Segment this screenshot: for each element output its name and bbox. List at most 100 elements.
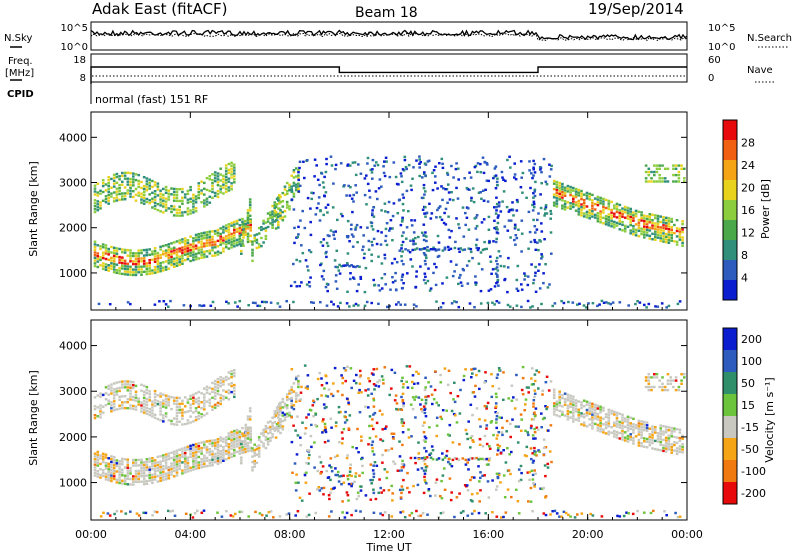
echo-cell [227,180,231,183]
echo-cell [181,414,184,417]
echo-cell [227,434,231,438]
echo-cell [170,210,173,214]
echo-cell [137,475,140,478]
echo-cell [495,415,499,418]
echo-cell [574,410,578,413]
echo-cell [118,255,121,259]
echo-cell [344,264,347,267]
echo-cell [623,224,627,228]
echo-cell [148,253,151,256]
echo-cell [200,201,203,204]
echo-cell [558,393,561,396]
echo-cell [153,184,157,187]
echo-cell [167,267,171,270]
echo-cell [431,248,435,251]
echo-cell [194,451,198,454]
echo-cell [467,247,471,250]
echo-cell [277,226,280,229]
echo-cell [634,426,638,430]
echo-cell [582,304,586,307]
echo-cell [191,516,195,519]
echo-cell [658,173,661,177]
echo-cell [407,428,410,431]
echo-cell [99,457,102,460]
echo-cell [434,494,437,497]
echo-cell [274,219,278,222]
echo-cell [129,469,132,472]
echo-cell [251,240,254,243]
echo-cell [96,406,100,409]
echo-cell [532,405,535,408]
echo-cell [511,201,514,204]
echo-cell [167,457,171,461]
echo-cell [610,211,613,214]
echo-cell [294,481,298,484]
echo-cell [645,223,649,226]
echo-cell [509,236,512,239]
echo-cell [173,514,177,517]
echo-cell [678,431,682,434]
echo-cell [435,401,438,404]
echo-cell [555,202,559,205]
echo-cell [312,399,315,402]
echo-cell [151,403,154,406]
echo-cell [548,283,551,286]
echo-cell [118,198,121,201]
echo-cell [371,168,374,171]
echo-cell [241,217,244,221]
echo-cell [219,240,222,244]
echo-cell [312,400,316,404]
echo-cell [164,400,168,403]
echo-cell [227,233,231,237]
echo-cell [618,217,622,220]
echo-cell [104,195,108,198]
echo-cell [413,456,417,460]
echo-cell [631,512,635,516]
echo-cell [352,200,355,203]
echo-cell [572,417,575,420]
echo-cell [390,262,394,265]
echo-cell [662,240,665,243]
echo-cell [533,389,537,392]
echo-cell [664,425,668,428]
echo-cell [629,424,632,428]
echo-cell [293,226,296,230]
echo-cell [569,207,572,210]
echo-cell [558,398,561,402]
echo-cell [216,178,220,181]
echo-cell [401,424,405,427]
echo-cell [599,411,602,414]
echo-cell [153,510,157,513]
echo-cell [248,220,252,223]
echo-cell [566,187,570,190]
echo-cell [318,489,322,492]
echo-cell [151,412,154,415]
echo-cell [456,395,460,398]
echo-cell [411,265,414,268]
echo-cell [159,210,162,213]
echo-cell [572,194,575,198]
echo-cell [493,206,496,209]
echo-cell [230,373,233,376]
echo-cell [390,387,393,390]
echo-cell [424,395,427,399]
echo-cell [632,442,635,445]
echo-cell [413,382,416,385]
echo-cell [240,462,243,465]
echo-cell [548,163,551,166]
echo-cell [164,303,168,306]
echo-cell [591,514,595,517]
echo-cell [507,397,510,400]
echo-cell [325,162,328,166]
echo-cell [591,210,594,213]
echo-cell [230,430,233,434]
echo-cell [172,396,176,399]
echo-cell [440,218,444,221]
echo-cell [183,396,187,399]
echo-cell [107,465,110,468]
echo-cell [219,455,222,458]
echo-cell [242,222,245,226]
echo-cell [681,228,684,231]
echo-cell [162,266,165,269]
